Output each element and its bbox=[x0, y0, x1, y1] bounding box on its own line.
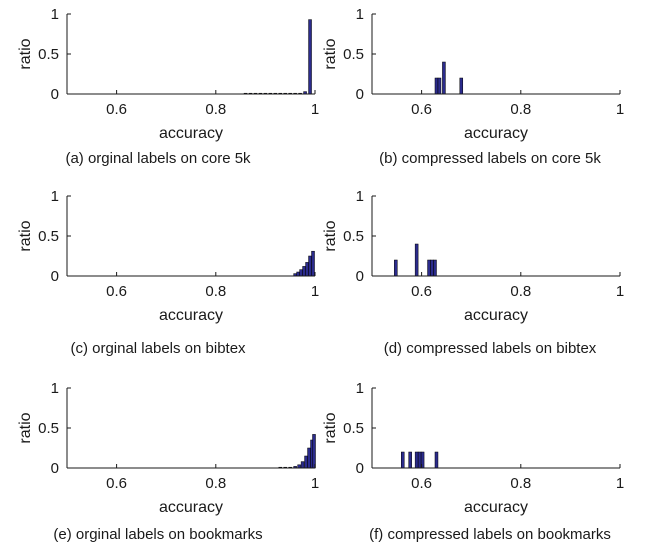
y-tick-label: 0 bbox=[51, 460, 59, 477]
x-axis-title: accuracy bbox=[159, 499, 223, 516]
x-tick-label: 0.6 bbox=[106, 475, 127, 492]
histogram-bar bbox=[430, 259, 434, 277]
histogram-bar bbox=[299, 269, 303, 277]
x-tick-label: 1 bbox=[616, 101, 624, 118]
x-tick-label: 1 bbox=[616, 475, 624, 492]
y-tick-label: 0.5 bbox=[38, 228, 59, 245]
histogram-panel-3: 0 0.5 1 0.6 0.8 1 accuracy ratio bbox=[17, 188, 319, 324]
y-axis-title: ratio bbox=[322, 220, 339, 251]
y-axis-title: ratio bbox=[17, 220, 34, 251]
x-tick-label: 0.8 bbox=[510, 283, 531, 300]
y-tick-label: 1 bbox=[356, 380, 364, 397]
panel-caption: (b) compressed labels on core 5k bbox=[379, 150, 601, 167]
y-axis-title: ratio bbox=[322, 38, 339, 69]
x-tick-label: 0.8 bbox=[205, 475, 226, 492]
histogram-bar bbox=[434, 451, 439, 469]
y-tick-label: 0 bbox=[356, 460, 364, 477]
x-tick-label: 1 bbox=[311, 101, 319, 118]
x-axis-title: accuracy bbox=[464, 499, 528, 516]
x-tick-label: 0.6 bbox=[411, 101, 432, 118]
x-tick-label: 0.6 bbox=[411, 283, 432, 300]
y-tick-label: 1 bbox=[51, 6, 59, 23]
x-axis-title: accuracy bbox=[464, 125, 528, 142]
y-tick-label: 0.5 bbox=[343, 228, 364, 245]
histogram-bar bbox=[414, 243, 419, 277]
y-axis-title: ratio bbox=[17, 38, 34, 69]
histogram-bar bbox=[307, 447, 311, 469]
histogram-bar bbox=[414, 451, 419, 469]
histogram-panel-4: 0 0.5 1 0.6 0.8 1 accuracy ratio bbox=[322, 188, 624, 324]
histogram-bar bbox=[296, 271, 300, 277]
histogram-bar bbox=[304, 455, 308, 469]
histogram-bar bbox=[434, 77, 439, 95]
y-tick-label: 1 bbox=[356, 188, 364, 205]
y-tick-label: 0.5 bbox=[38, 46, 59, 63]
x-tick-label: 1 bbox=[311, 475, 319, 492]
y-tick-label: 0 bbox=[356, 86, 364, 103]
y-tick-label: 1 bbox=[356, 6, 364, 23]
x-tick-label: 0.8 bbox=[205, 101, 226, 118]
histogram-bar bbox=[433, 259, 437, 277]
histogram-panel-1: 0 0.5 1 0.6 0.8 1 accuracy ratio bbox=[17, 6, 319, 142]
x-tick-label: 0.6 bbox=[106, 101, 127, 118]
x-tick-label: 0.8 bbox=[510, 475, 531, 492]
x-axis-title: accuracy bbox=[464, 307, 528, 324]
histogram-panel-6: 0 0.5 1 0.6 0.8 1 accuracy ratio bbox=[322, 380, 624, 516]
histogram-panel-5: 0 0.5 1 0.6 0.8 1 accuracy ratio bbox=[17, 380, 319, 516]
panel-caption: (a) orginal labels on core 5k bbox=[65, 150, 251, 167]
histogram-bar bbox=[437, 77, 442, 95]
y-tick-label: 0 bbox=[51, 268, 59, 285]
histogram-panel-2: 0 0.5 1 0.6 0.8 1 accuracy ratio bbox=[322, 6, 624, 142]
histogram-bar bbox=[427, 259, 431, 277]
y-tick-label: 1 bbox=[51, 188, 59, 205]
histogram-bar bbox=[401, 451, 405, 469]
histogram-bar bbox=[442, 61, 446, 95]
x-tick-label: 0.6 bbox=[411, 475, 432, 492]
y-tick-label: 1 bbox=[51, 380, 59, 397]
histogram-bar bbox=[308, 19, 312, 95]
y-tick-label: 0.5 bbox=[38, 420, 59, 437]
histogram-bar bbox=[308, 255, 312, 277]
y-axis-title: ratio bbox=[322, 412, 339, 443]
histogram-bar bbox=[311, 250, 315, 277]
x-tick-label: 0.8 bbox=[510, 101, 531, 118]
x-tick-label: 0.6 bbox=[106, 283, 127, 300]
histogram-bar bbox=[459, 77, 464, 95]
y-tick-label: 0 bbox=[356, 268, 364, 285]
panel-caption: (f) compressed labels on bookmarks bbox=[369, 526, 611, 543]
y-tick-label: 0 bbox=[51, 86, 59, 103]
y-tick-label: 0.5 bbox=[343, 420, 364, 437]
histogram-bar bbox=[312, 434, 316, 469]
x-axis-title: accuracy bbox=[159, 125, 223, 142]
histogram-bar bbox=[394, 259, 398, 277]
y-axis-title: ratio bbox=[17, 412, 34, 443]
panel-caption: (e) orginal labels on bookmarks bbox=[53, 526, 263, 543]
x-tick-label: 1 bbox=[616, 283, 624, 300]
panel-caption: (d) compressed labels on bibtex bbox=[383, 340, 597, 357]
histogram-bar bbox=[300, 461, 305, 469]
histogram-bar bbox=[302, 266, 306, 277]
histogram-bar bbox=[305, 262, 309, 277]
panel-caption: (c) orginal labels on bibtex bbox=[70, 340, 246, 357]
y-tick-label: 0.5 bbox=[343, 46, 364, 63]
x-tick-label: 1 bbox=[311, 283, 319, 300]
histogram-bar bbox=[417, 451, 422, 469]
x-axis-title: accuracy bbox=[159, 307, 223, 324]
histogram-bar bbox=[408, 451, 412, 469]
x-tick-label: 0.8 bbox=[205, 283, 226, 300]
